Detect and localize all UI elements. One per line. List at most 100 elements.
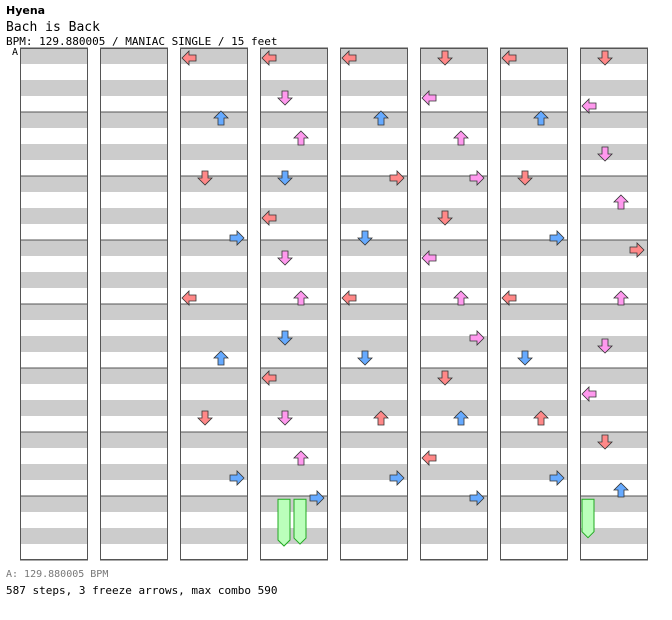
beat-stripe: [580, 304, 648, 320]
beat-stripe: [20, 144, 88, 160]
beat-stripe: [420, 272, 488, 288]
beat-stripe: [260, 240, 328, 256]
beat-stripe: [580, 144, 648, 160]
beat-stripe: [20, 304, 88, 320]
step-arrow: [341, 290, 357, 306]
step-arrow: [629, 242, 645, 258]
beat-stripe: [100, 272, 168, 288]
beat-stripe: [500, 208, 568, 224]
step-arrow: [453, 410, 469, 426]
beat-stripe: [20, 400, 88, 416]
beat-stripe: [180, 272, 248, 288]
step-arrow: [293, 450, 309, 466]
step-arrow: [341, 50, 357, 66]
beat-stripe: [180, 368, 248, 384]
beat-stripe: [500, 400, 568, 416]
beat-stripe: [340, 80, 408, 96]
beat-stripe: [260, 368, 328, 384]
beat-stripe: [500, 80, 568, 96]
song-title: Bach is Back: [6, 20, 100, 35]
beat-stripe: [340, 112, 408, 128]
freeze-arrow: [277, 498, 291, 547]
chart-meta: BPM: 129.880005 / MANIAC SINGLE / 15 fee…: [6, 35, 278, 48]
beat-stripe: [100, 48, 168, 64]
step-arrow: [437, 370, 453, 386]
beat-stripe: [340, 208, 408, 224]
beat-stripe: [500, 272, 568, 288]
step-arrow: [501, 50, 517, 66]
beat-stripe: [180, 432, 248, 448]
beat-stripe: [100, 112, 168, 128]
step-arrow: [261, 370, 277, 386]
step-arrow: [261, 50, 277, 66]
beat-stripe: [100, 80, 168, 96]
step-arrow: [373, 110, 389, 126]
beat-stripe: [180, 144, 248, 160]
step-arrow: [469, 330, 485, 346]
chart-column-border: [260, 48, 328, 560]
freeze-arrow: [581, 498, 595, 539]
step-arrow: [517, 350, 533, 366]
beat-stripe: [580, 336, 648, 352]
step-arrow: [389, 470, 405, 486]
beat-stripe: [100, 400, 168, 416]
chart-column-border: [100, 48, 168, 560]
step-arrow: [597, 146, 613, 162]
beat-stripe: [20, 464, 88, 480]
step-arrow: [533, 110, 549, 126]
step-arrow: [277, 90, 293, 106]
step-arrow: [181, 290, 197, 306]
step-stats: 587 steps, 3 freeze arrows, max combo 59…: [6, 584, 278, 597]
step-arrow: [357, 230, 373, 246]
beat-stripe: [580, 464, 648, 480]
beat-stripe: [580, 80, 648, 96]
beat-stripe: [340, 272, 408, 288]
beat-stripe: [180, 336, 248, 352]
beat-stripe: [340, 496, 408, 512]
step-arrow: [293, 130, 309, 146]
step-arrow: [277, 250, 293, 266]
beat-stripe: [180, 496, 248, 512]
beat-stripe: [20, 176, 88, 192]
beat-stripe: [340, 144, 408, 160]
beat-stripe: [500, 368, 568, 384]
chart-column-border: [340, 48, 408, 560]
beat-stripe: [20, 336, 88, 352]
beat-stripe: [260, 336, 328, 352]
beat-stripe: [260, 432, 328, 448]
beat-stripe: [260, 272, 328, 288]
beat-stripe: [20, 240, 88, 256]
beat-stripe: [20, 432, 88, 448]
beat-stripe: [420, 432, 488, 448]
step-arrow: [293, 290, 309, 306]
beat-stripe: [580, 496, 648, 512]
step-arrow: [181, 50, 197, 66]
step-arrow: [469, 490, 485, 506]
beat-stripe: [260, 304, 328, 320]
step-arrow: [469, 170, 485, 186]
bpm-marker: A: [12, 47, 19, 58]
beat-stripe: [580, 112, 648, 128]
beat-stripe: [340, 240, 408, 256]
step-arrow: [229, 470, 245, 486]
beat-stripe: [420, 464, 488, 480]
beat-stripe: [340, 304, 408, 320]
beat-stripe: [500, 496, 568, 512]
beat-stripe: [340, 336, 408, 352]
beat-stripe: [20, 272, 88, 288]
step-arrow: [421, 90, 437, 106]
beat-stripe: [500, 240, 568, 256]
step-arrow: [613, 194, 629, 210]
beat-stripe: [500, 336, 568, 352]
beat-stripe: [420, 304, 488, 320]
step-arrow: [373, 410, 389, 426]
beat-stripe: [260, 176, 328, 192]
beat-stripe: [260, 80, 328, 96]
step-arrow: [421, 250, 437, 266]
beat-stripe: [260, 48, 328, 64]
step-arrow: [437, 50, 453, 66]
beat-stripe: [100, 304, 168, 320]
step-arrow: [453, 130, 469, 146]
beat-stripe: [580, 48, 648, 64]
